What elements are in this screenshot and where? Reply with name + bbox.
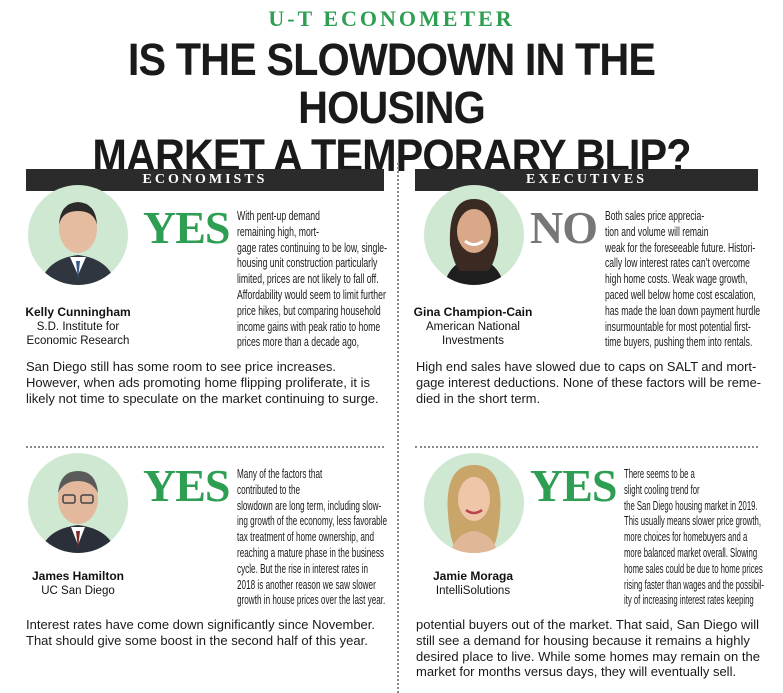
avatar-jamie-moraga bbox=[424, 453, 524, 553]
person-org: IntelliSolutions bbox=[435, 585, 511, 597]
person-name: Jamie Moraga bbox=[432, 569, 514, 583]
headline: IS THE SLOWDOWN IN THE HOUSING MARKET A … bbox=[31, 36, 751, 180]
verdict-yes: YES bbox=[530, 460, 617, 511]
section-header-economists: ECONOMISTS bbox=[26, 169, 384, 191]
row-divider-right bbox=[415, 446, 758, 448]
opinion-text-side: Both sales price apprecia- tion and volu… bbox=[605, 208, 760, 350]
portrait-icon bbox=[444, 199, 504, 285]
person-name: Gina Champion-Cain bbox=[413, 305, 533, 319]
opinion-text-full: High end sales have slowed due to caps o… bbox=[416, 359, 761, 406]
person-org: UC San Diego bbox=[41, 585, 115, 597]
opinion-text-full: potential buyers out of the market. That… bbox=[416, 617, 760, 680]
verdict-yes: YES bbox=[143, 202, 230, 253]
headline-line-1: IS THE SLOWDOWN IN THE HOUSING bbox=[127, 34, 656, 133]
verdict-no: NO bbox=[530, 202, 598, 253]
row-divider-left bbox=[26, 446, 384, 448]
person-org: American National Investments bbox=[426, 321, 520, 347]
avatar-james-hamilton bbox=[28, 453, 128, 553]
person-name: James Hamilton bbox=[31, 569, 125, 583]
verdict-yes: YES bbox=[143, 460, 230, 511]
opinion-text-side: Many of the factors that contributed to … bbox=[237, 466, 387, 608]
person-org: S.D. Institute for Economic Research bbox=[26, 321, 130, 347]
opinion-text-full: San Diego still has some room to see pri… bbox=[26, 359, 379, 406]
section-header-executives: EXECUTIVES bbox=[415, 169, 758, 191]
portrait-icon bbox=[447, 465, 501, 553]
kicker: U-T ECONOMETER bbox=[268, 6, 515, 31]
portrait-icon bbox=[40, 471, 116, 553]
avatar-gina-champion-cain bbox=[424, 185, 524, 285]
opinion-text-side: There seems to be a slight cooling trend… bbox=[624, 466, 764, 608]
avatar-kelly-cunningham bbox=[28, 185, 128, 285]
person-name: Kelly Cunningham bbox=[25, 305, 131, 319]
portrait-icon bbox=[40, 202, 116, 285]
column-divider bbox=[397, 163, 399, 693]
opinion-text-full: Interest rates have come down significan… bbox=[26, 617, 376, 648]
opinion-text-side: With pent-up demand remaining high, mort… bbox=[237, 208, 387, 350]
